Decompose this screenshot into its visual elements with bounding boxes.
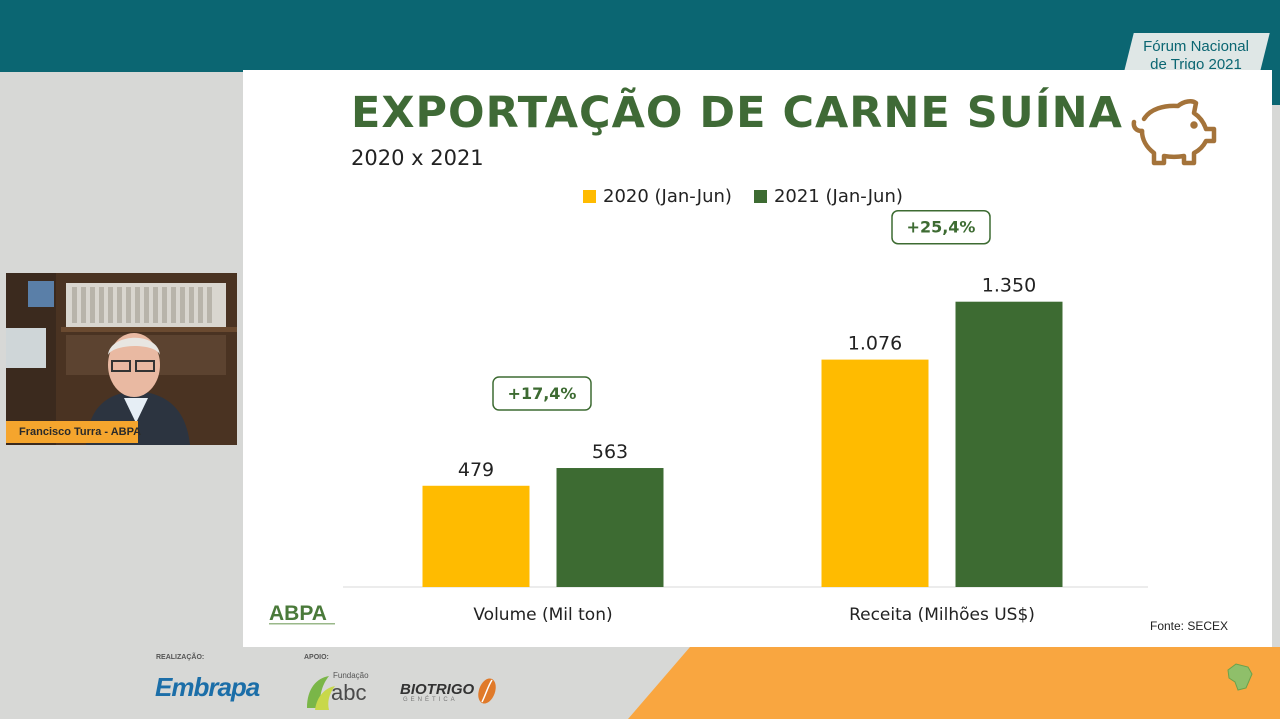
legend-swatch-2020 (583, 190, 596, 203)
data-label-2020-receita: 1.076 (848, 333, 902, 355)
bar-2020-volume (422, 485, 530, 587)
abpa-logo: ABPA (269, 602, 335, 625)
growth-annotation-text: +25,4% (907, 218, 976, 237)
legend-label-2021: 2021 (Jan-Jun) (773, 186, 903, 207)
slide-title: EXPORTAÇÃO DE CARNE SUÍNA (351, 88, 1123, 138)
bar-2021-volume (556, 468, 664, 587)
forum-line-1: Fórum Nacional (1143, 38, 1249, 55)
biotrigo-logo: BIOTRIGO (400, 681, 475, 698)
webcam-video (6, 273, 237, 445)
realizacao-label: REALIZAÇÃO: (156, 654, 205, 661)
fundacao-abc-logo: Fundação abc (307, 671, 369, 710)
growth-annotation-volume: +17,4% (492, 376, 592, 411)
data-label-2021-volume: 563 (592, 441, 628, 463)
source-note: Fonte: SECEX (1150, 619, 1229, 633)
forum-line-2: de Trigo 2021 (1150, 56, 1242, 73)
data-label-2021-receita: 1.350 (982, 275, 1036, 297)
legend-swatch-2021 (753, 190, 767, 203)
category-label-volume: Volume (Mil ton) (473, 605, 612, 625)
slide-subtitle: 2020 x 2021 (351, 146, 484, 170)
svg-text:abc: abc (331, 680, 366, 705)
biotrigo-subtitle: GENÉTICA (403, 697, 458, 703)
chart-legend: 2020 (Jan-Jun) 2021 (Jan-Jun) (583, 186, 925, 207)
right-accent-strip (1272, 0, 1280, 105)
data-label-2020-volume: 479 (458, 459, 494, 481)
legend-label-2020: 2020 (Jan-Jun) (603, 186, 732, 207)
bar-2021-receita (955, 301, 1063, 587)
embrapa-logo: Embrapa (155, 672, 260, 702)
presentation-slide: EXPORTAÇÃO DE CARNE SUÍNA 2020 x 2021 20… (243, 70, 1272, 647)
bar-2020-receita (821, 359, 929, 587)
growth-annotation-box (891, 209, 991, 245)
legend-item-2021: 2021 (Jan-Jun) (753, 186, 903, 207)
legend-item-2020: 2020 (Jan-Jun) (583, 186, 732, 207)
svg-text:Fundação: Fundação (333, 671, 369, 680)
forum-badge-text: Fórum Nacional de Trigo 2021 (1132, 38, 1260, 74)
apoio-label: APOIO: (304, 654, 329, 661)
pig-icon (1131, 99, 1217, 166)
growth-annotation-text: +17,4% (508, 384, 577, 403)
brazil-map-icon (1227, 663, 1253, 691)
svg-text:ABPA: ABPA (269, 602, 327, 625)
category-label-receita: Receita (Milhões US$) (849, 605, 1035, 625)
speaker-name-tag: Francisco Turra - ABPA (6, 421, 141, 443)
growth-annotation-receita: +25,4% (891, 209, 991, 245)
bar-chart: 479 563 Volume (Mil ton) +17,4% 1.076 1.350 Re… (343, 209, 1148, 625)
growth-annotation-box (492, 376, 592, 411)
top-banner (0, 0, 1280, 72)
biotrigo-seed-icon (478, 678, 496, 704)
